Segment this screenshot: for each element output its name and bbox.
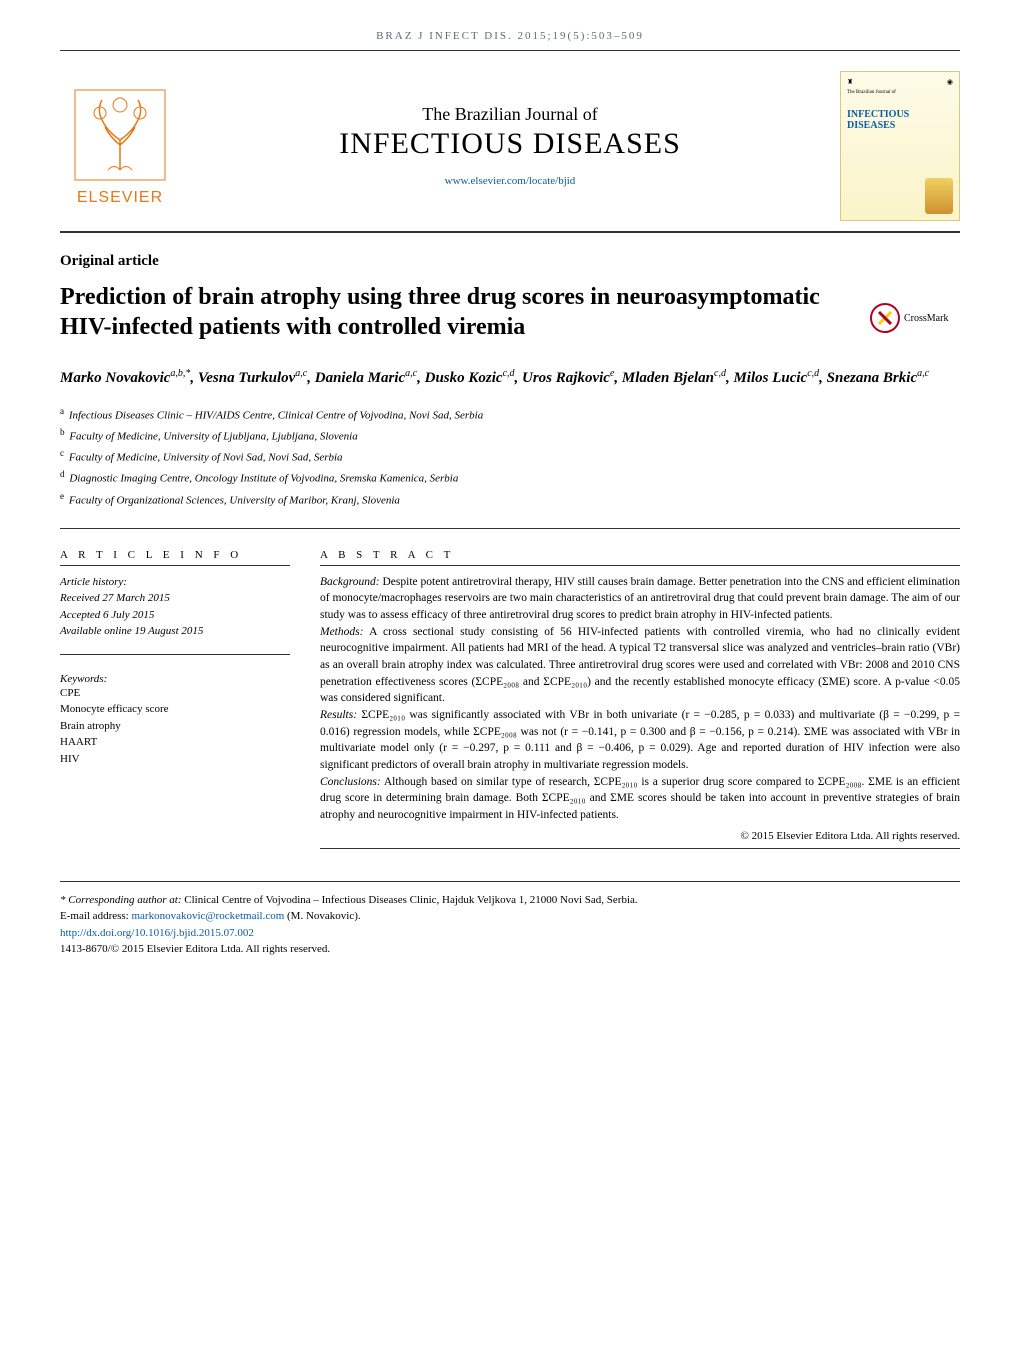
keyword-item: HIV [60, 751, 290, 768]
abstract-conclusions-label: Conclusions: [320, 776, 381, 788]
affiliation-item: e Faculty of Organizational Sciences, Un… [60, 489, 960, 510]
abstract-methods-text: A cross sectional study consisting of 56… [320, 626, 960, 705]
email-link[interactable]: markonovakovic@rocketmail.com [131, 910, 284, 922]
keyword-item: CPE [60, 685, 290, 702]
affiliation-item: d Diagnostic Imaging Centre, Oncology In… [60, 467, 960, 488]
divider [60, 50, 960, 51]
cover-small-title: The Brazilian Journal of [847, 90, 953, 95]
copyright-line: © 2015 Elsevier Editora Ltda. All rights… [320, 830, 960, 842]
abstract-body: Background: Despite potent antiretrovira… [320, 574, 960, 824]
journal-url-link[interactable]: www.elsevier.com/locate/bjid [445, 175, 576, 187]
keyword-item: HAART [60, 734, 290, 751]
authors-list: Marko Novakovica,b,*, Vesna Turkulova,c,… [60, 366, 960, 390]
info-abstract-row: A R T I C L E I N F O Article history: R… [60, 549, 960, 857]
journal-title-block: The Brazilian Journal of INFECTIOUS DISE… [180, 104, 840, 189]
abstract-background-text: Despite potent antiretroviral therapy, H… [320, 576, 960, 621]
abstract-results-label: Results: [320, 709, 357, 721]
history-accepted: Accepted 6 July 2015 [60, 607, 290, 624]
abstract-column: A B S T R A C T Background: Despite pote… [320, 549, 960, 857]
journal-title-big: INFECTIOUS DISEASES [180, 127, 840, 161]
cover-big-title: INFECTIOUS DISEASES [847, 109, 953, 131]
divider [60, 528, 960, 529]
keyword-item: Brain atrophy [60, 718, 290, 735]
cover-badge-icon: ◉ [947, 78, 953, 86]
divider [320, 565, 960, 566]
section-label: Original article [60, 253, 960, 270]
affiliations-list: a Infectious Diseases Clinic – HIV/AIDS … [60, 404, 960, 510]
email-after: (M. Novakovic). [284, 910, 360, 922]
footer-divider [60, 881, 960, 882]
email-line: E-mail address: markonovakovic@rocketmai… [60, 908, 960, 925]
keywords-label: Keywords: [60, 673, 290, 685]
abstract-conclusions-text: Although based on similar type of resear… [320, 776, 960, 821]
history-online: Available online 19 August 2015 [60, 623, 290, 640]
journal-cover-thumbnail: ♜ ◉ The Brazilian Journal of INFECTIOUS … [840, 71, 960, 221]
divider-thick [60, 231, 960, 233]
corresponding-text: Clinical Centre of Vojvodina – Infectiou… [182, 894, 638, 906]
crossmark-label: CrossMark [904, 313, 948, 324]
divider [320, 848, 960, 849]
issn-line: 1413-8670/© 2015 Elsevier Editora Ltda. … [60, 941, 960, 958]
cover-lamp-icon: ♜ [847, 78, 853, 86]
cover-art-icon [925, 178, 953, 214]
footer-block: * Corresponding author at: Clinical Cent… [60, 892, 960, 958]
journal-title-small: The Brazilian Journal of [180, 104, 840, 125]
journal-header: ELSEVIER The Brazilian Journal of INFECT… [60, 71, 960, 221]
abstract-head: A B S T R A C T [320, 549, 960, 561]
publisher-name: ELSEVIER [77, 189, 163, 207]
abstract-background-label: Background: [320, 576, 380, 588]
email-label: E-mail address: [60, 910, 131, 922]
publisher-logo: ELSEVIER [60, 81, 180, 211]
divider [60, 565, 290, 566]
elsevier-tree-icon [70, 85, 170, 185]
keywords-list: CPEMonocyte efficacy scoreBrain atrophyH… [60, 685, 290, 768]
article-title: Prediction of brain atrophy using three … [60, 282, 820, 342]
crossmark-badge[interactable]: CrossMark [870, 288, 960, 348]
abstract-methods-label: Methods: [320, 626, 363, 638]
keyword-item: Monocyte efficacy score [60, 701, 290, 718]
article-info-head: A R T I C L E I N F O [60, 549, 290, 561]
corresponding-author: * Corresponding author at: Clinical Cent… [60, 892, 960, 909]
corresponding-label: * Corresponding author at: [60, 894, 182, 906]
history-received: Received 27 March 2015 [60, 590, 290, 607]
crossmark-icon [870, 303, 900, 333]
running-head: BRAZ J INFECT DIS. 2015;19(5):503–509 [60, 30, 960, 42]
divider [60, 654, 290, 655]
affiliation-item: c Faculty of Medicine, University of Nov… [60, 446, 960, 467]
article-history: Article history: Received 27 March 2015 … [60, 574, 290, 640]
doi-link[interactable]: http://dx.doi.org/10.1016/j.bjid.2015.07… [60, 927, 254, 939]
article-info-column: A R T I C L E I N F O Article history: R… [60, 549, 290, 857]
affiliation-item: b Faculty of Medicine, University of Lju… [60, 425, 960, 446]
affiliation-item: a Infectious Diseases Clinic – HIV/AIDS … [60, 404, 960, 425]
abstract-results-text: ΣCPE₂₀₁₀ was significantly associated wi… [320, 709, 960, 771]
history-label: Article history: [60, 574, 290, 591]
